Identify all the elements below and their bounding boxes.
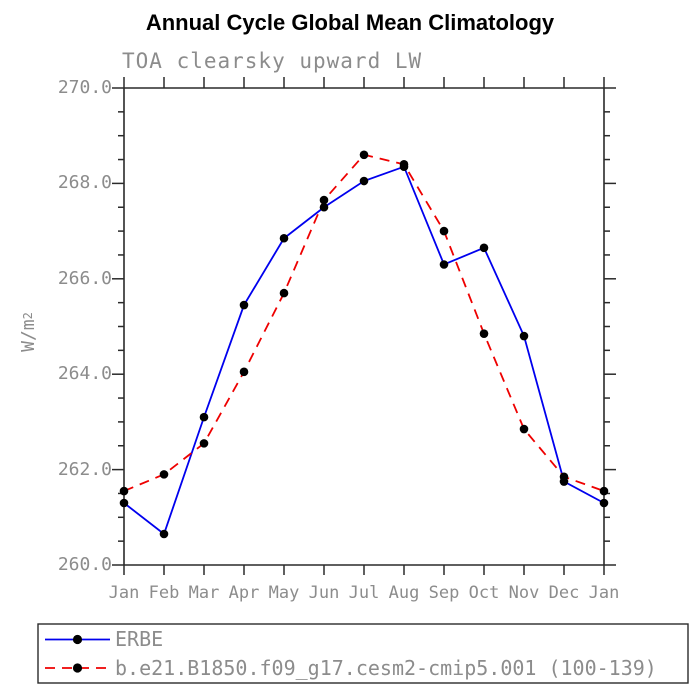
x-tick-label: Apr — [228, 583, 260, 603]
data-point — [239, 300, 249, 310]
y-tick-label: 260.0 — [57, 554, 112, 575]
data-point — [199, 412, 209, 422]
x-tick-label: Nov — [508, 583, 540, 603]
data-point — [439, 226, 449, 236]
y-axis-label-exponent: 2 — [21, 312, 35, 320]
data-point — [359, 176, 369, 186]
y-tick-label: 262.0 — [57, 459, 112, 480]
data-point — [519, 424, 529, 434]
data-point — [279, 288, 289, 298]
x-tick-label: Sep — [428, 583, 460, 603]
data-point — [119, 498, 129, 508]
x-tick-label: Jun — [308, 583, 340, 603]
y-tick-label: 264.0 — [57, 363, 112, 384]
data-point — [119, 486, 129, 496]
data-point — [319, 202, 329, 212]
data-point — [479, 243, 489, 253]
x-tick-label: Feb — [148, 583, 180, 603]
data-point — [359, 150, 369, 160]
data-point — [239, 367, 249, 377]
x-tick-label: Mar — [188, 583, 220, 603]
x-tick-label: Jan — [588, 583, 620, 603]
data-point — [159, 470, 169, 479]
y-tick-label: 266.0 — [57, 268, 112, 289]
x-tick-label: Dec — [548, 583, 580, 603]
data-point — [439, 260, 449, 269]
data-point — [559, 472, 569, 482]
y-tick-label: 268.0 — [57, 172, 112, 193]
y-axis-label: W/m 2 — [0, 294, 63, 370]
x-tick-label: Oct — [468, 583, 500, 603]
data-point — [599, 486, 609, 496]
x-tick-label: Jan — [108, 583, 140, 603]
series-line-0 — [123, 165, 605, 536]
data-point — [479, 329, 489, 338]
x-tick-label: Jul — [348, 583, 380, 603]
legend-box — [37, 623, 689, 684]
y-axis-label-text: W/m — [17, 319, 39, 352]
y-tick-label: 270.0 — [57, 77, 112, 98]
x-tick-label: Aug — [388, 583, 420, 603]
legend-label-erbe: ERBE — [115, 627, 164, 651]
data-point — [519, 331, 529, 341]
data-point — [279, 233, 289, 243]
data-point — [599, 498, 609, 508]
legend-sample-marker — [72, 663, 83, 673]
legend-label-model: b.e21.B1850.f09_g17.cesm2-cmip5.001 (100… — [115, 656, 657, 680]
data-point — [199, 439, 209, 448]
x-tick-label: May — [268, 583, 300, 603]
data-point — [399, 160, 409, 169]
data-point — [319, 195, 329, 205]
legend-sample-marker — [72, 634, 83, 645]
page-title: Annual Cycle Global Mean Climatology — [145, 10, 555, 35]
data-point — [159, 529, 169, 539]
chart-subtitle: TOA clearsky upward LW — [122, 49, 423, 73]
